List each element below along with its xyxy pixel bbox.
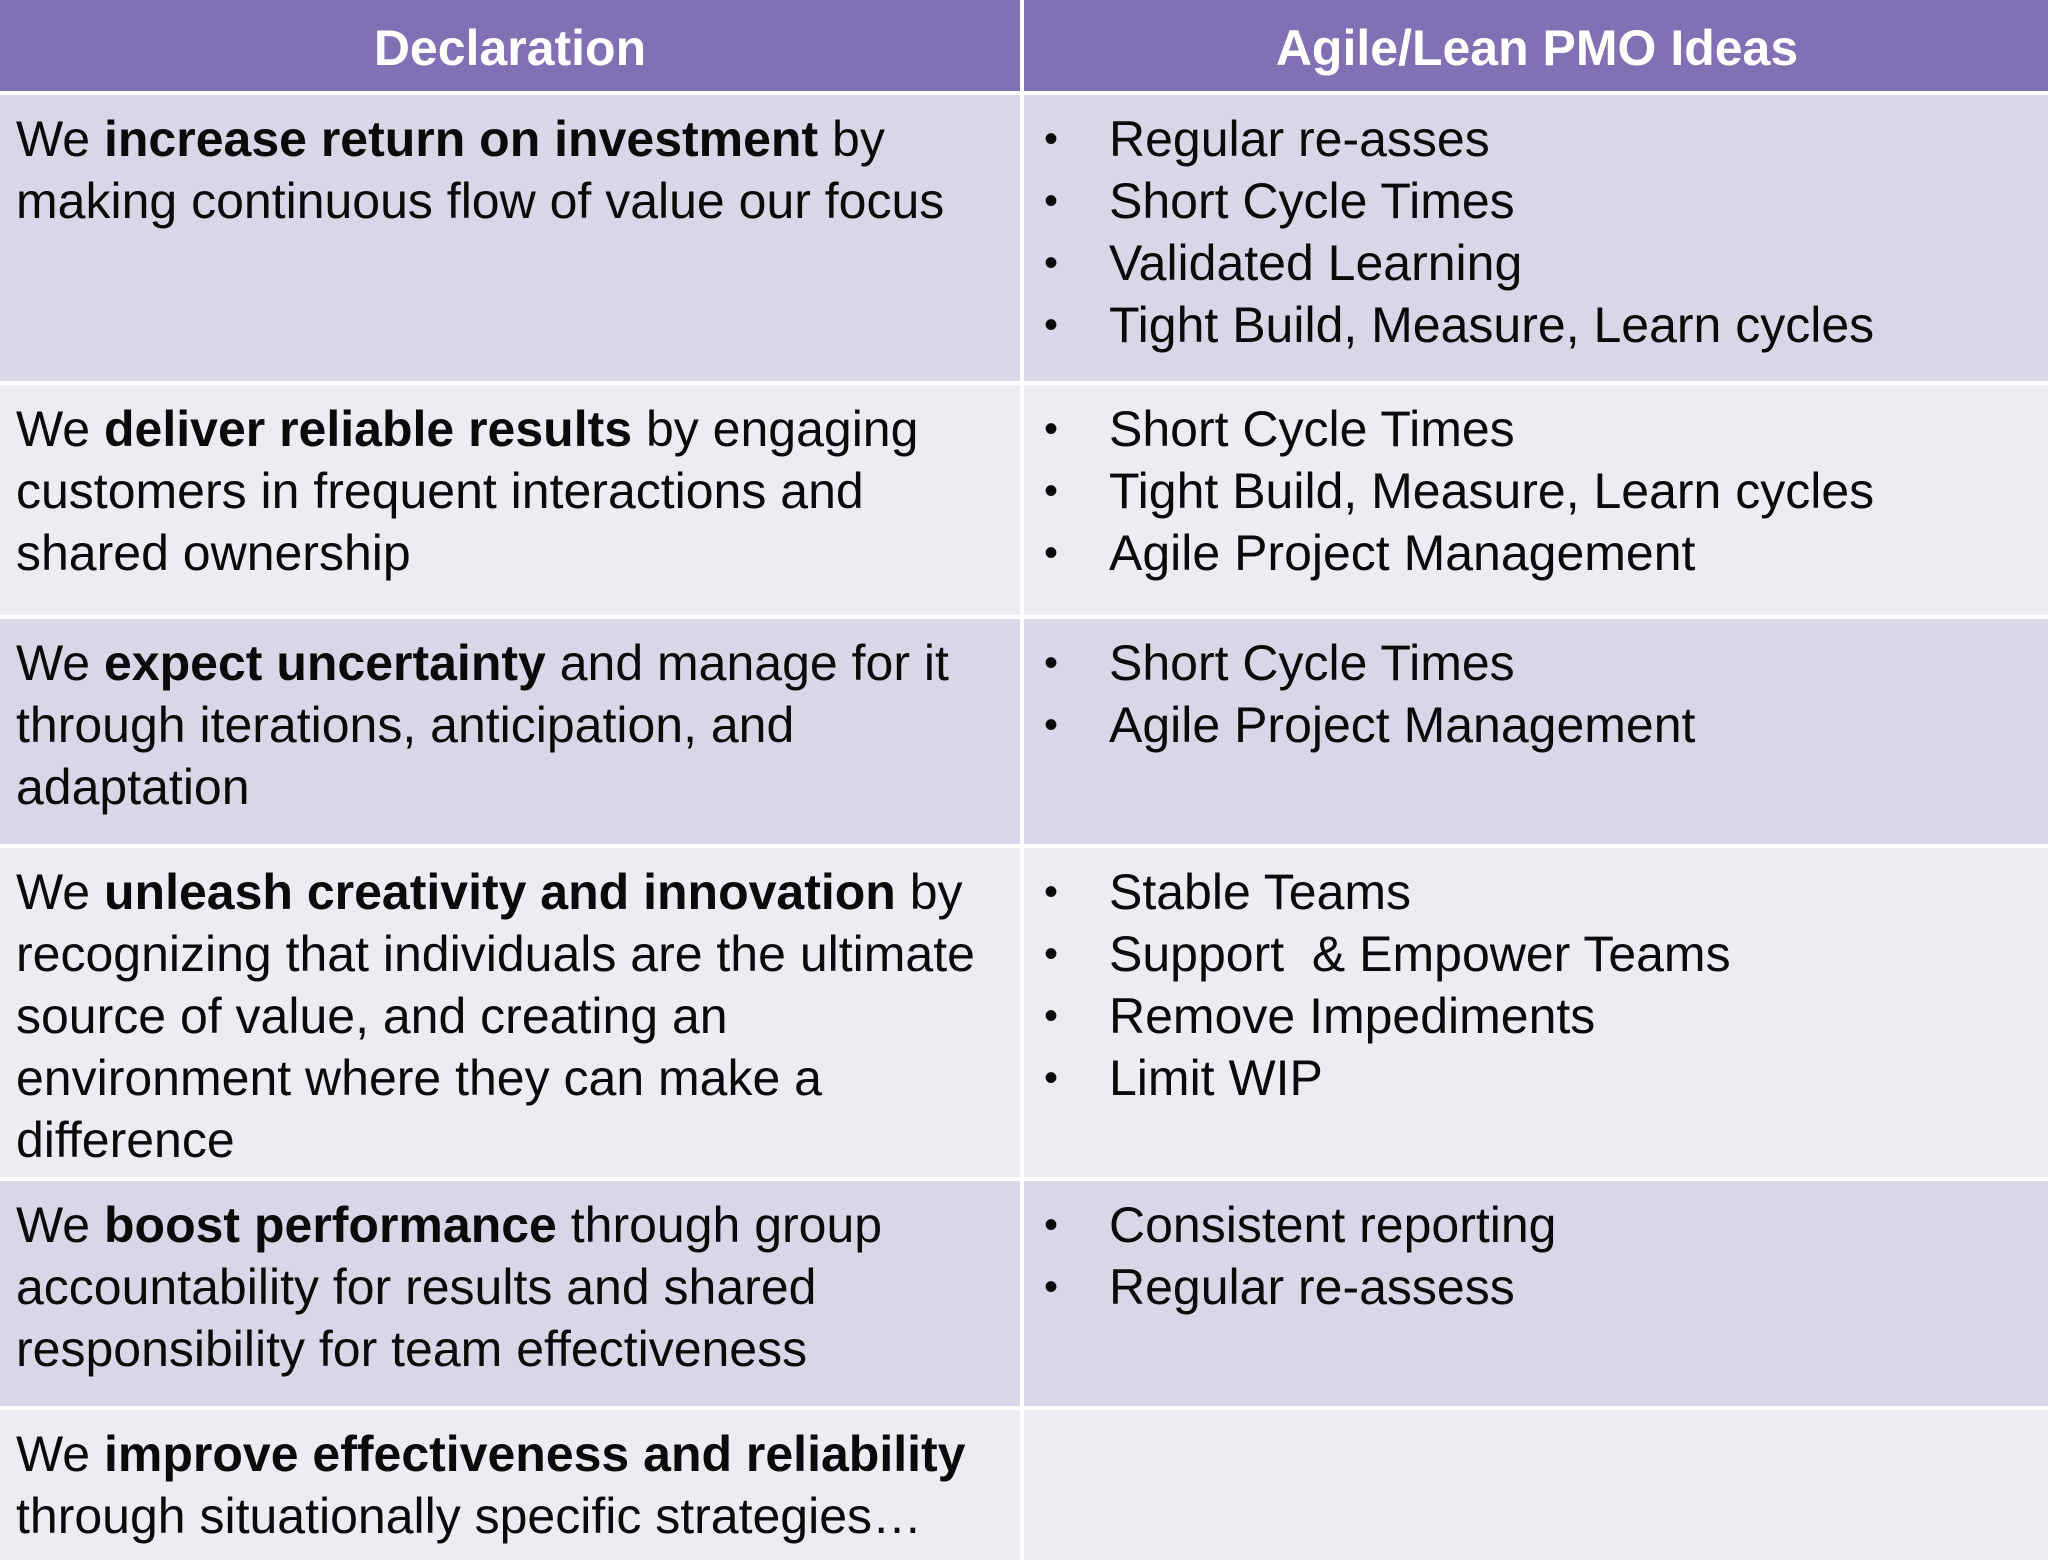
declaration-cell-3: We expect uncertainty and manage for it … xyxy=(0,619,1020,844)
idea-item: • Agile Project Management xyxy=(1024,694,2048,756)
declaration-cell-6: We improve effectiveness and reliability… xyxy=(0,1410,1020,1560)
ideas-cell-5: • Consistent reporting • Regular re-assess xyxy=(1024,1181,2048,1406)
idea-item: • Remove Impediments xyxy=(1024,985,2048,1047)
declaration-prefix: We xyxy=(16,401,104,457)
bullet-icon: • xyxy=(1044,1203,1059,1247)
declaration-emphasis: boost performance xyxy=(104,1197,557,1253)
bullet-icon: • xyxy=(1044,1265,1059,1309)
declaration-emphasis: increase return on investment xyxy=(104,111,819,167)
idea-text: Tight Build, Measure, Learn cycles xyxy=(1109,297,1875,353)
declaration-suffix: by engaging customers in frequent intera… xyxy=(16,401,919,581)
declaration-emphasis: improve effectiveness and reliability xyxy=(104,1426,966,1482)
declaration-cell-5: We boost performance through group accou… xyxy=(0,1181,1020,1406)
declaration-suffix: by recognizing that individuals are the … xyxy=(16,864,975,1168)
bullet-icon: • xyxy=(1044,241,1059,285)
idea-text: Short Cycle Times xyxy=(1109,635,1515,691)
declaration-prefix: We xyxy=(16,1197,104,1253)
idea-item: • Validated Learning xyxy=(1024,232,2048,294)
declaration-prefix: We xyxy=(16,635,104,691)
bullet-icon: • xyxy=(1044,994,1059,1038)
idea-text: Validated Learning xyxy=(1109,235,1523,291)
ideas-cell-4: • Stable Teams • Support & Empower Teams •… xyxy=(1024,848,2048,1177)
idea-item: • Support & Empower Teams xyxy=(1024,923,2048,985)
declaration-emphasis: expect uncertainty xyxy=(104,635,546,691)
ideas-list: • Stable Teams • Support & Empower Teams •… xyxy=(1024,861,2048,1109)
bullet-icon: • xyxy=(1044,531,1059,575)
idea-item: • Regular re-asses xyxy=(1024,108,2048,170)
bullet-icon: • xyxy=(1044,641,1059,685)
idea-item: • Agile Project Management xyxy=(1024,522,2048,584)
ideas-cell-3: • Short Cycle Times • Agile Project Manage… xyxy=(1024,619,2048,844)
declaration-suffix: and manage for it through iterations, an… xyxy=(16,635,949,815)
bullet-icon: • xyxy=(1044,303,1059,347)
idea-text: Short Cycle Times xyxy=(1109,401,1515,457)
bullet-icon: • xyxy=(1044,1056,1059,1100)
idea-text: Support & Empower Teams xyxy=(1109,926,1731,982)
idea-text: Tight Build, Measure, Learn cycles xyxy=(1109,463,1875,519)
declaration-cell-2: We deliver reliable results by engaging … xyxy=(0,385,1020,615)
idea-text: Remove Impediments xyxy=(1109,988,1596,1044)
declaration-cell-4: We unleash creativity and innovation by … xyxy=(0,848,1020,1177)
declaration-emphasis: deliver reliable results xyxy=(104,401,633,457)
declaration-cell-1: We increase return on investment by maki… xyxy=(0,95,1020,381)
idea-item: • Consistent reporting xyxy=(1024,1194,2048,1256)
idea-text: Stable Teams xyxy=(1109,864,1412,920)
bullet-icon: • xyxy=(1044,703,1059,747)
declaration-suffix: by making continuous flow of value our f… xyxy=(16,111,945,229)
ideas-list: • Regular re-asses • Short Cycle Times • Va… xyxy=(1024,108,2048,356)
idea-item: • Tight Build, Measure, Learn cycles xyxy=(1024,460,2048,522)
idea-item: • Limit WIP xyxy=(1024,1047,2048,1109)
ideas-list: • Consistent reporting • Regular re-assess xyxy=(1024,1194,2048,1318)
idea-text: Consistent reporting xyxy=(1109,1197,1557,1253)
ideas-list: • Short Cycle Times • Tight Build, Measure… xyxy=(1024,398,2048,584)
idea-text: Regular re-assess xyxy=(1109,1259,1515,1315)
declaration-prefix: We xyxy=(16,1426,104,1482)
idea-item: • Tight Build, Measure, Learn cycles xyxy=(1024,294,2048,356)
bullet-icon: • xyxy=(1044,469,1059,513)
bullet-icon: • xyxy=(1044,870,1059,914)
idea-text: Short Cycle Times xyxy=(1109,173,1515,229)
idea-text: Agile Project Management xyxy=(1109,697,1696,753)
bullet-icon: • xyxy=(1044,179,1059,223)
bullet-icon: • xyxy=(1044,407,1059,451)
declaration-prefix: We xyxy=(16,864,104,920)
ideas-cell-6 xyxy=(1024,1410,2048,1560)
ideas-cell-1: • Regular re-asses • Short Cycle Times • Va… xyxy=(1024,95,2048,381)
header-agile-lean-pmo-ideas: Agile/Lean PMO Ideas xyxy=(1024,0,2048,91)
idea-text: Regular re-asses xyxy=(1109,111,1490,167)
idea-item: • Short Cycle Times xyxy=(1024,398,2048,460)
idea-item: • Short Cycle Times xyxy=(1024,170,2048,232)
idea-text: Agile Project Management xyxy=(1109,525,1696,581)
ideas-cell-2: • Short Cycle Times • Tight Build, Measure… xyxy=(1024,385,2048,615)
header-declaration: Declaration xyxy=(0,0,1020,91)
declaration-suffix: through group accountability for results… xyxy=(16,1197,883,1377)
declaration-emphasis: unleash creativity and innovation xyxy=(104,864,896,920)
idea-item: • Regular re-assess xyxy=(1024,1256,2048,1318)
ideas-list: • Short Cycle Times • Agile Project Manage… xyxy=(1024,632,2048,756)
bullet-icon: • xyxy=(1044,117,1059,161)
bullet-icon: • xyxy=(1044,932,1059,976)
idea-text: Limit WIP xyxy=(1109,1050,1323,1106)
declaration-prefix: We xyxy=(16,111,104,167)
idea-item: • Short Cycle Times xyxy=(1024,632,2048,694)
idea-item: • Stable Teams xyxy=(1024,861,2048,923)
declaration-suffix: through situationally specific strategie… xyxy=(16,1488,923,1544)
